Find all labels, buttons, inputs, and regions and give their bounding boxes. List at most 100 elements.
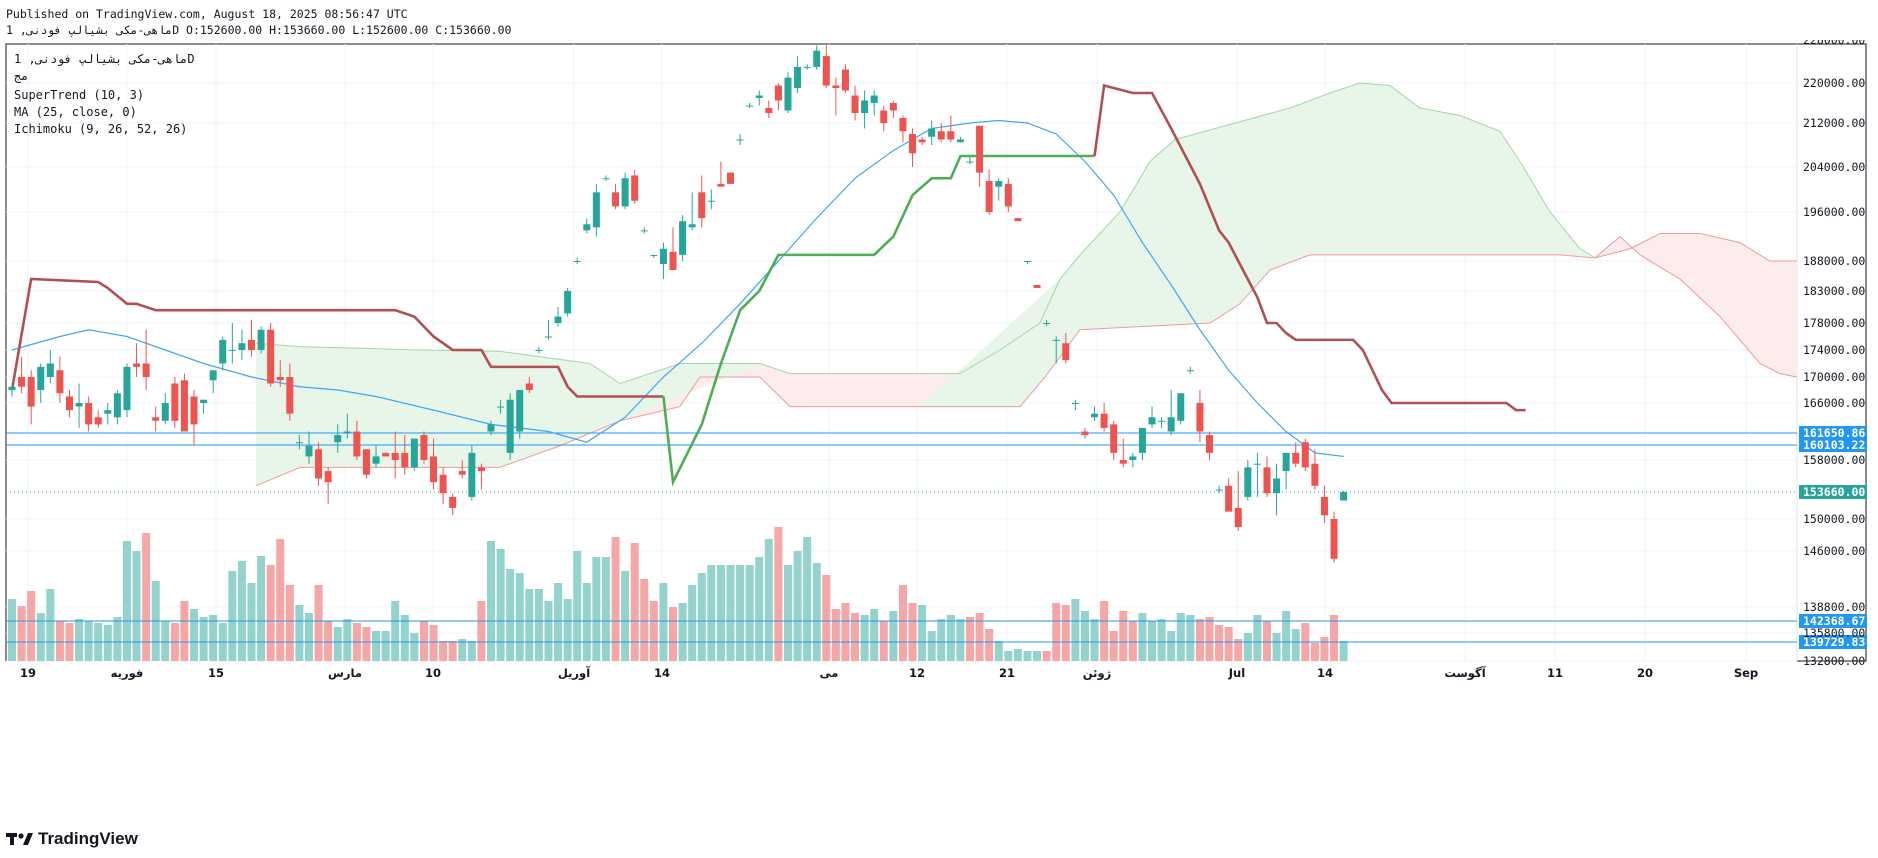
volume-bar	[439, 641, 448, 661]
volume-bar	[879, 621, 888, 661]
time-tick-label: 21	[999, 666, 1015, 680]
volume-bar	[851, 613, 860, 661]
brand-name: TradingView	[38, 829, 138, 848]
volume-bar	[228, 571, 237, 661]
volume-bar	[975, 613, 984, 661]
volume-bar	[419, 621, 428, 661]
price-tick-label: 174000.00	[1803, 343, 1865, 357]
volume-bar	[678, 603, 687, 661]
candle-body	[171, 383, 179, 421]
volume-bar	[257, 556, 266, 661]
candle-body	[94, 417, 102, 425]
candle-body	[909, 134, 917, 154]
volume-bar	[669, 607, 678, 661]
candle-body	[1273, 478, 1281, 494]
legend-ma[interactable]: MA (25, close, 0)	[14, 105, 137, 119]
volume-bar	[697, 573, 706, 661]
candle-body	[640, 230, 648, 232]
volume-bar	[793, 551, 802, 661]
candle-body	[1340, 492, 1348, 501]
candle-body	[956, 139, 964, 143]
hline-price-label: 142368.67	[1803, 614, 1865, 628]
volume-bar	[1339, 641, 1348, 661]
volume-bar	[736, 565, 745, 661]
legend-ichimoku[interactable]: Ichimoku (9, 26, 52, 26)	[14, 122, 187, 136]
price-tick-label: 183000.00	[1803, 284, 1865, 298]
time-tick-label: فوریه	[111, 666, 144, 681]
price-tick-label: 178000.00	[1803, 316, 1865, 330]
candle-body	[736, 139, 744, 141]
volume-bar	[918, 605, 927, 661]
volume-bar	[841, 603, 850, 661]
time-tick-label: 20	[1637, 666, 1653, 680]
price-tick-label: 132800.00	[1803, 654, 1865, 668]
candle-body	[1311, 463, 1319, 486]
ichimoku-cloud	[255, 82, 1798, 487]
volume-bar	[1320, 637, 1329, 661]
volume-bar	[994, 641, 1003, 661]
time-tick-label: Jul	[1228, 666, 1245, 680]
candle-body	[286, 377, 294, 414]
volume-bar	[1052, 603, 1061, 661]
candle-body	[1215, 489, 1223, 491]
volume-bar	[1215, 625, 1224, 661]
price-tick-label: 204000.00	[1803, 160, 1865, 174]
legend-supertrend[interactable]: SuperTrend (10, 3)	[14, 88, 144, 102]
candle-body	[334, 435, 342, 443]
candle-body	[56, 370, 64, 394]
volume-bar	[506, 569, 515, 661]
candle-body	[765, 108, 773, 113]
volume-bar	[966, 617, 974, 661]
volume-bar	[956, 619, 965, 661]
price-tick-label: 228000.00	[1803, 40, 1865, 47]
candle-body	[1263, 467, 1271, 494]
candle-body	[889, 103, 897, 111]
indicator-lines	[10, 83, 1526, 487]
candle-body	[813, 50, 821, 67]
volume-bar	[190, 609, 199, 661]
volume-bar	[1176, 613, 1185, 661]
candle-body	[1033, 285, 1041, 288]
candle-body	[1206, 435, 1213, 453]
volume-bar	[75, 619, 84, 661]
time-tick-label: آوریل	[558, 666, 591, 681]
price-tick-label: 188000.00	[1803, 254, 1865, 268]
candle-body	[535, 350, 543, 351]
axes: 228000.00 220000.00 212000.00 204000.00 1960…	[20, 40, 1865, 681]
senkou-span-a-future	[1594, 235, 1798, 378]
volume-bar	[1023, 651, 1032, 661]
candle-body	[1110, 424, 1118, 453]
volume-bar	[774, 527, 783, 661]
candle-body	[717, 183, 725, 187]
volume-bar	[343, 619, 352, 661]
candle-body	[1292, 452, 1300, 464]
volume-bar	[1310, 643, 1319, 661]
volume-bar	[199, 617, 208, 661]
senkou-span-b	[255, 254, 1596, 487]
candle-body	[1186, 370, 1194, 372]
candle-body	[1282, 452, 1290, 472]
volume-bar	[707, 565, 716, 661]
candle-body	[248, 339, 255, 350]
candle-body	[1301, 442, 1309, 468]
hline-price-label: 139729.83	[1803, 635, 1865, 649]
volume-bar	[1071, 599, 1080, 661]
candle-body	[602, 178, 610, 180]
volume-bar	[688, 585, 697, 661]
price-tick-label: 150000.00	[1803, 512, 1865, 526]
volume-bar	[1157, 619, 1166, 661]
volume-bar	[716, 565, 725, 661]
volume-bar	[592, 557, 601, 661]
volume-bar	[458, 639, 467, 661]
candle-body	[46, 363, 54, 377]
volume-bar	[448, 641, 457, 661]
candle-body	[8, 386, 16, 390]
candle-body	[832, 85, 840, 88]
candle-body	[554, 316, 562, 323]
volume-bar	[333, 627, 342, 661]
candle-body	[679, 221, 687, 255]
candle-body	[1253, 463, 1261, 465]
price-tick-label: 170000.00	[1803, 370, 1865, 384]
